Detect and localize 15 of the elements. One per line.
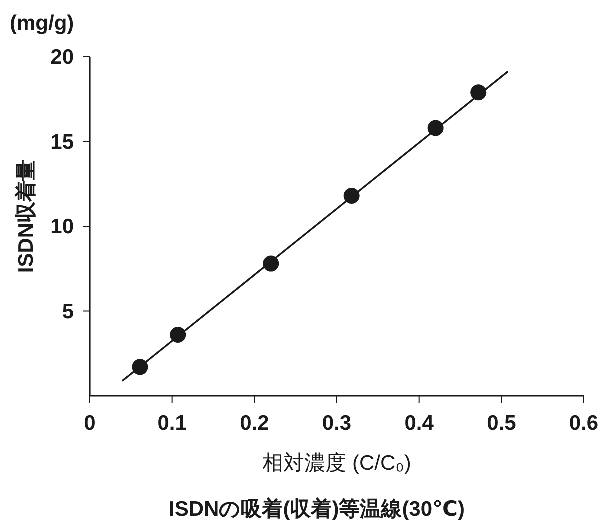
x-axis-title: 相対濃度 (C/C₀) — [262, 452, 412, 475]
x-tick-label: 0.5 — [487, 412, 517, 435]
x-tick-label: 0 — [84, 412, 96, 435]
y-tick-label: 5 — [62, 300, 74, 324]
x-tick-label: 0.1 — [158, 412, 188, 435]
y-tick-label: 20 — [50, 46, 74, 69]
x-tick-label: 0.4 — [404, 412, 434, 435]
x-tick-label: 0.3 — [322, 412, 352, 435]
y-tick-label: 10 — [50, 216, 74, 238]
y-axis-title: ISDN収着量 — [14, 160, 38, 274]
y-tick-label: 15 — [50, 130, 74, 154]
x-tick-label: 0.6 — [569, 412, 599, 435]
text: ISDNの吸着(収着)等温線(30℃) — [169, 497, 465, 521]
x-tick-label: 0.2 — [240, 412, 270, 435]
text: (mg/g) — [10, 12, 74, 35]
